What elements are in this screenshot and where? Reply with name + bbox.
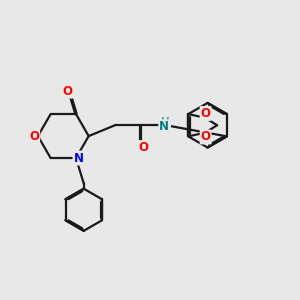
Text: O: O (138, 141, 148, 154)
Text: H: H (161, 116, 170, 127)
Text: N: N (159, 120, 169, 133)
Text: N: N (74, 152, 83, 165)
Text: O: O (29, 130, 39, 142)
Text: O: O (201, 130, 211, 143)
Text: O: O (201, 107, 211, 120)
Text: O: O (62, 85, 72, 98)
